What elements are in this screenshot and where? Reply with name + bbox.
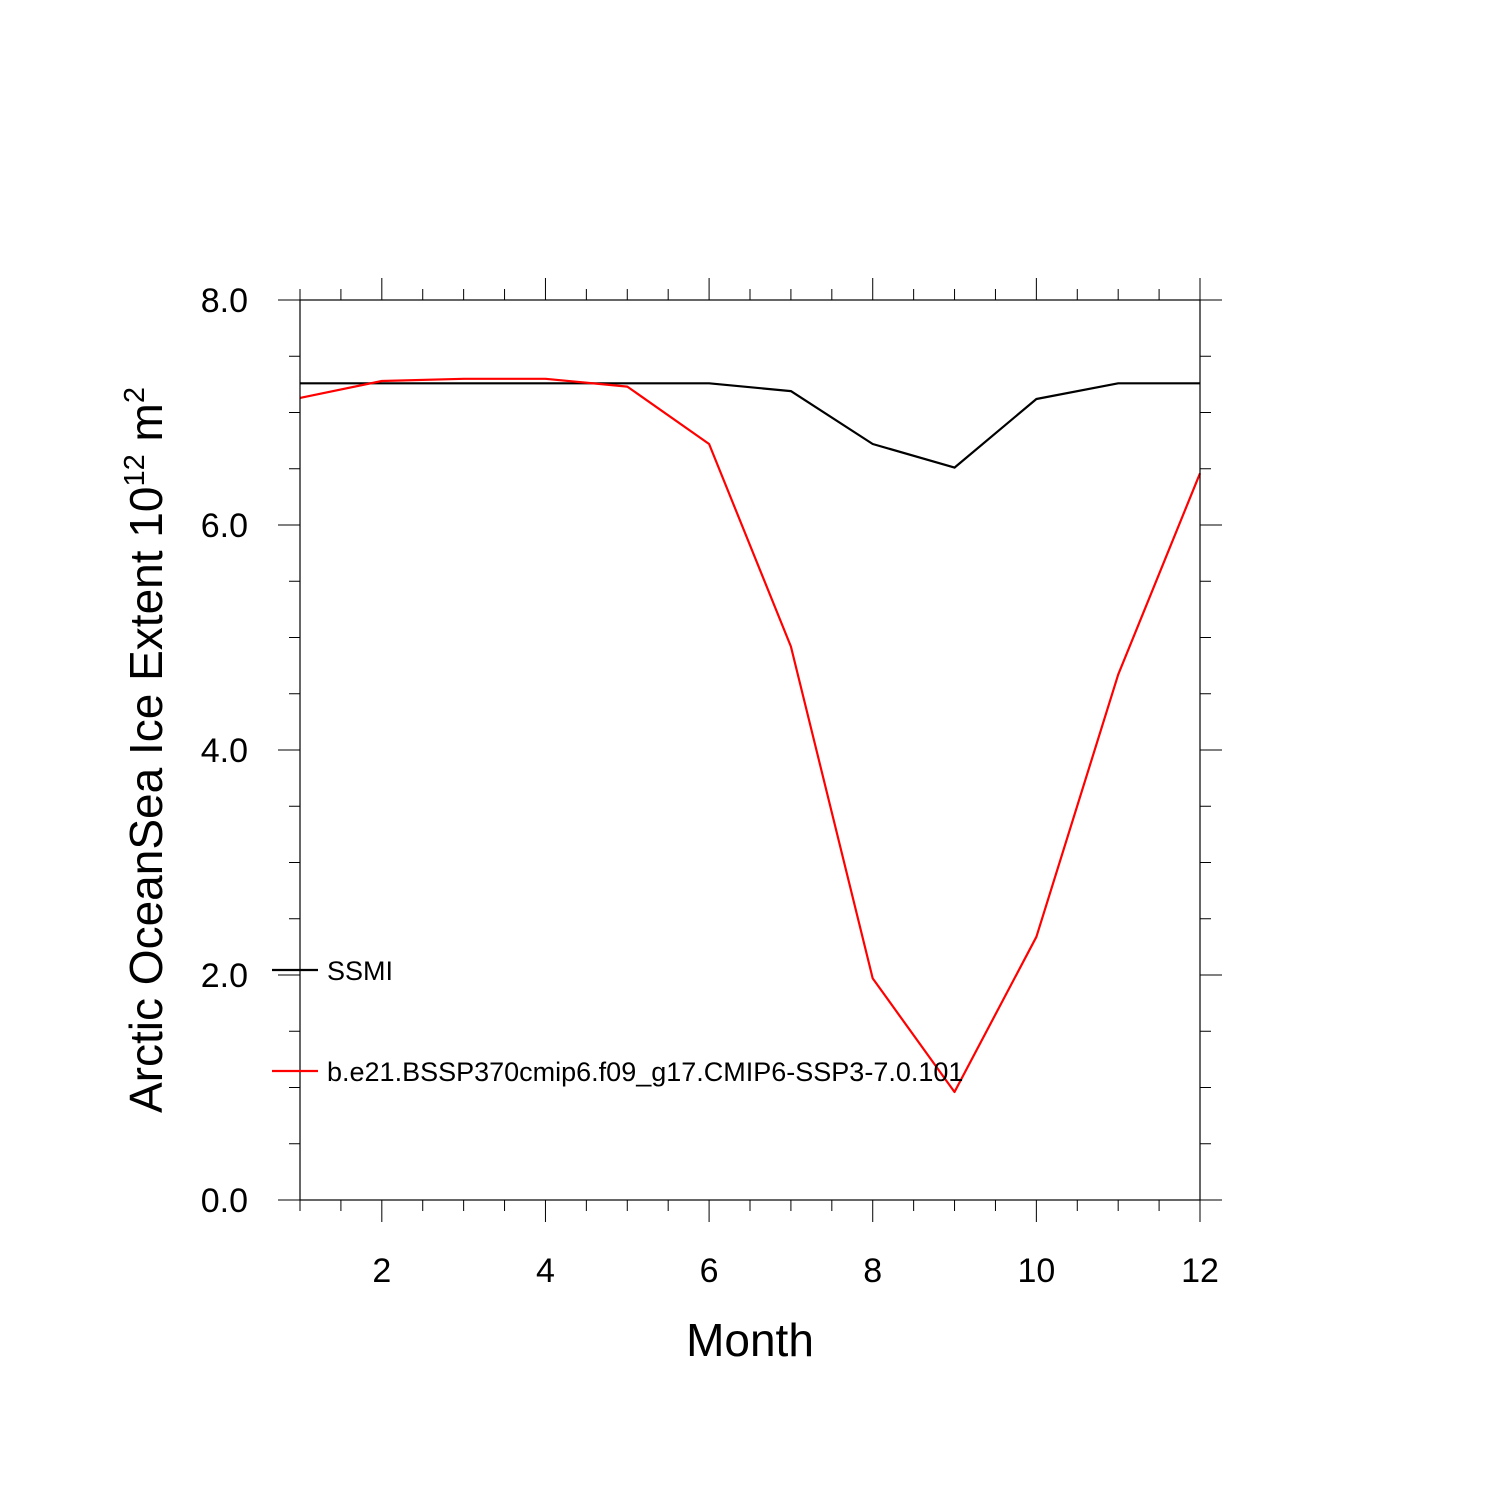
series-line (299, 377, 1202, 1094)
minor-ticks (289, 289, 1211, 1211)
legend-label: SSMI (327, 956, 393, 986)
y-tick-label: 8.0 (201, 282, 248, 320)
x-axis-title: Month (686, 1314, 814, 1366)
y-tick-label: 0.0 (201, 1182, 248, 1220)
y-axis-title-exponent: 12 (119, 454, 151, 486)
legend: SSMI b.e21.BSSP370cmip6.f09_g17.CMIP6-SSP… (272, 956, 963, 1087)
legend-label: b.e21.BSSP370cmip6.f09_g17.CMIP6-SSP3-7.… (327, 1057, 963, 1087)
x-tick-label: 4 (536, 1252, 555, 1290)
y-tick-label: 2.0 (201, 957, 248, 995)
y-axis-title: Arctic OceanSea Ice Extent 1012 m2 (119, 387, 172, 1113)
y-axis-title-main: Arctic OceanSea Ice Extent 10 (120, 487, 172, 1113)
y-axis-title-unit-exponent: 2 (119, 387, 151, 403)
plot-frame (299, 299, 1201, 1201)
x-tick-label: 12 (1181, 1252, 1219, 1290)
x-tick-label: 6 (700, 1252, 719, 1290)
x-tick-labels: 2 4 6 8 10 12 (372, 1252, 1219, 1290)
y-tick-labels: 0.0 2.0 4.0 6.0 8.0 (201, 282, 248, 1220)
x-tick-label: 2 (372, 1252, 391, 1290)
major-ticks (278, 278, 1222, 1222)
y-tick-label: 6.0 (201, 507, 248, 545)
y-tick-label: 4.0 (201, 732, 248, 770)
x-tick-label: 10 (1017, 1252, 1055, 1290)
y-axis-title-unit: m (120, 403, 172, 454)
x-tick-label: 8 (863, 1252, 882, 1290)
series-layer (299, 377, 1202, 1094)
series-line (300, 382, 1200, 469)
